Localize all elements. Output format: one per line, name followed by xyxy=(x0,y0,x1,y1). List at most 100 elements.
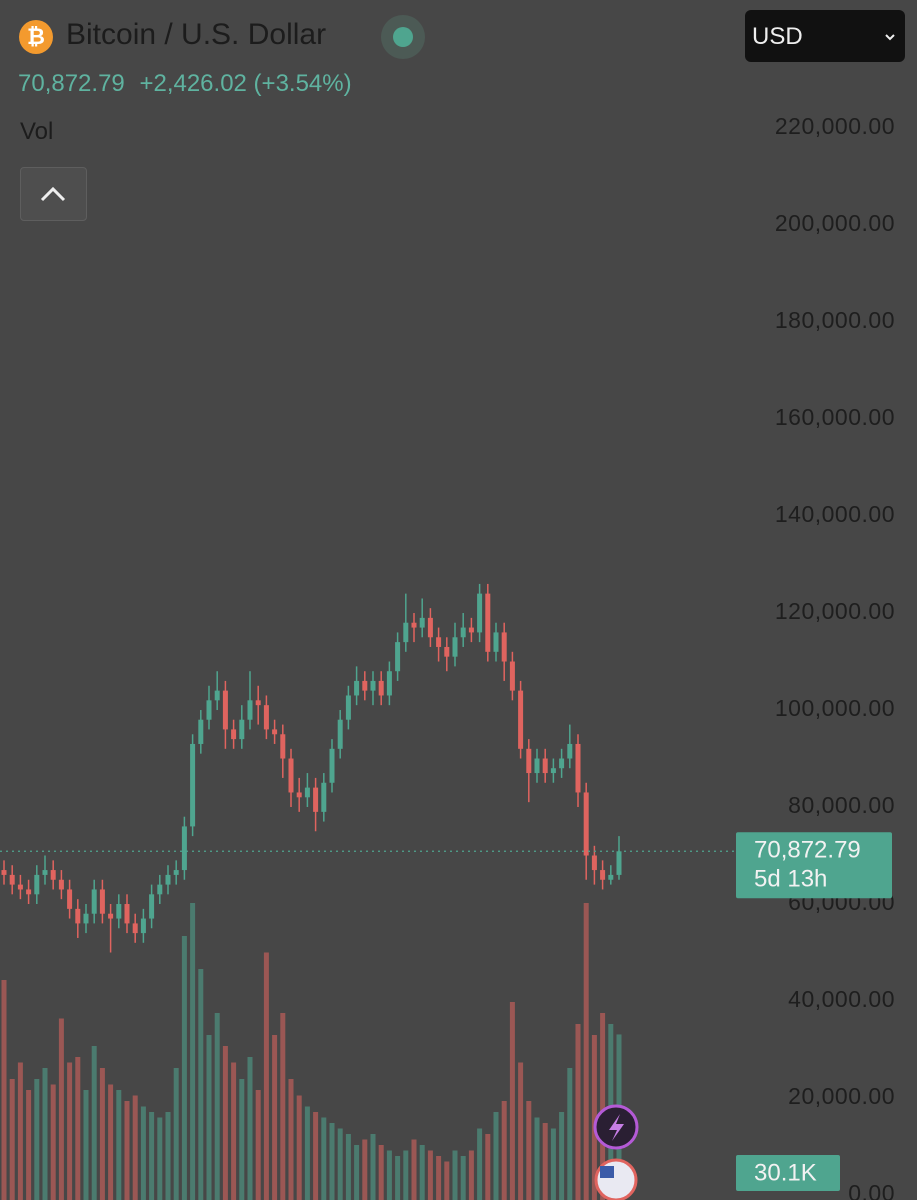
candle-body xyxy=(419,617,425,628)
volume-bar xyxy=(288,1079,294,1200)
volume-bar xyxy=(1,980,7,1200)
candle-body xyxy=(198,719,204,744)
y-tick-label: 120,000.00 xyxy=(775,598,895,624)
candle-body xyxy=(214,690,220,701)
volume-bar xyxy=(124,1101,130,1200)
volume-bar xyxy=(247,1057,253,1200)
volume-bar xyxy=(419,1145,425,1200)
chevron xyxy=(40,186,66,202)
candle-body xyxy=(124,904,130,924)
candle-body xyxy=(313,787,319,812)
volume-bar xyxy=(304,1106,310,1200)
volume-bar xyxy=(411,1139,417,1200)
candle-body xyxy=(575,743,581,793)
volume-bar xyxy=(239,1079,245,1200)
volume-bar xyxy=(583,903,589,1200)
volume-bar xyxy=(403,1150,409,1200)
y-tick-label: 200,000.00 xyxy=(775,210,895,236)
candle-body xyxy=(173,870,179,875)
candle-body xyxy=(157,884,163,895)
candle-body xyxy=(345,695,351,720)
volume-bar xyxy=(222,1046,228,1200)
y-tick-label: 220,000.00 xyxy=(775,113,895,139)
y-tick-label: 140,000.00 xyxy=(775,501,895,527)
candle-body xyxy=(280,734,286,759)
y-tick-label: 180,000.00 xyxy=(775,307,895,333)
volume-bar xyxy=(190,903,196,1200)
candle-body xyxy=(34,874,40,895)
currency-select[interactable]: USD xyxy=(745,10,905,62)
volume-bar xyxy=(83,1090,89,1200)
candle-body xyxy=(559,758,565,769)
candle-body xyxy=(288,758,294,793)
volume-bar xyxy=(140,1106,146,1200)
volume-bar xyxy=(206,1035,212,1200)
candle-body xyxy=(542,758,548,774)
volume-bar xyxy=(337,1128,343,1200)
candle-body xyxy=(165,874,171,885)
volume-bar xyxy=(477,1128,483,1200)
candle-body xyxy=(567,743,573,759)
candle-body xyxy=(452,637,458,657)
candle-body xyxy=(600,870,606,880)
candle-body xyxy=(1,870,7,875)
candle-body xyxy=(231,729,237,740)
volume-bar xyxy=(501,1101,507,1200)
collapse-button[interactable] xyxy=(20,167,87,221)
volume-bar xyxy=(280,1013,286,1200)
volume-bar xyxy=(567,1068,573,1200)
candle-body xyxy=(436,637,442,647)
candle-body xyxy=(444,646,450,657)
candle-body xyxy=(304,787,310,798)
candle-body xyxy=(534,758,540,774)
candle-body xyxy=(116,904,122,919)
candle-body xyxy=(99,889,105,914)
volume-bar xyxy=(600,1013,606,1200)
volume-bar xyxy=(329,1123,335,1200)
candle-body xyxy=(550,768,556,774)
candle-body xyxy=(108,913,114,919)
price-line: 70,872.79 +2,426.02 (+3.54%) xyxy=(18,70,352,98)
candle-body xyxy=(518,690,524,749)
volume-bar xyxy=(181,936,187,1200)
volume-bar xyxy=(575,1024,581,1200)
y-tick-label: 20,000.00 xyxy=(788,1083,895,1109)
candle-body xyxy=(362,680,368,691)
candle-body xyxy=(591,855,597,871)
candle-body xyxy=(75,908,81,924)
volume-bar xyxy=(370,1134,376,1200)
candle-body xyxy=(526,748,532,774)
volume-bar xyxy=(108,1084,114,1200)
volume-bar xyxy=(534,1117,540,1200)
candle-body xyxy=(67,889,73,909)
indicator-label: Vol xyxy=(20,118,54,145)
candle-body xyxy=(42,870,48,875)
candle-body xyxy=(485,593,491,652)
volume-bar xyxy=(173,1068,179,1200)
volume-bar xyxy=(395,1156,401,1200)
price-change: +2,426.02 (+3.54%) xyxy=(139,70,352,97)
volume-bar xyxy=(296,1095,302,1200)
volume-bar xyxy=(518,1062,524,1200)
candle-body xyxy=(91,889,97,914)
volume-bar xyxy=(354,1145,360,1200)
volume-bar xyxy=(50,1084,56,1200)
volume-bar xyxy=(460,1156,466,1200)
volume-bar xyxy=(9,1079,15,1200)
volume-bar xyxy=(313,1112,319,1200)
volume-bar xyxy=(17,1062,23,1200)
volume-bar xyxy=(75,1057,81,1200)
volume-bar xyxy=(386,1150,392,1200)
flag-canton xyxy=(600,1166,614,1178)
candle-body xyxy=(493,632,499,652)
volume-bar xyxy=(485,1134,491,1200)
volume-bar xyxy=(67,1062,73,1200)
candle-body xyxy=(17,884,23,890)
volume-bar xyxy=(231,1062,237,1200)
candle-body xyxy=(329,748,335,783)
volume-label: 30.1K xyxy=(754,1159,817,1186)
last-price-box xyxy=(736,832,892,899)
volume-bar xyxy=(559,1112,565,1200)
volume-bar xyxy=(509,1002,515,1200)
